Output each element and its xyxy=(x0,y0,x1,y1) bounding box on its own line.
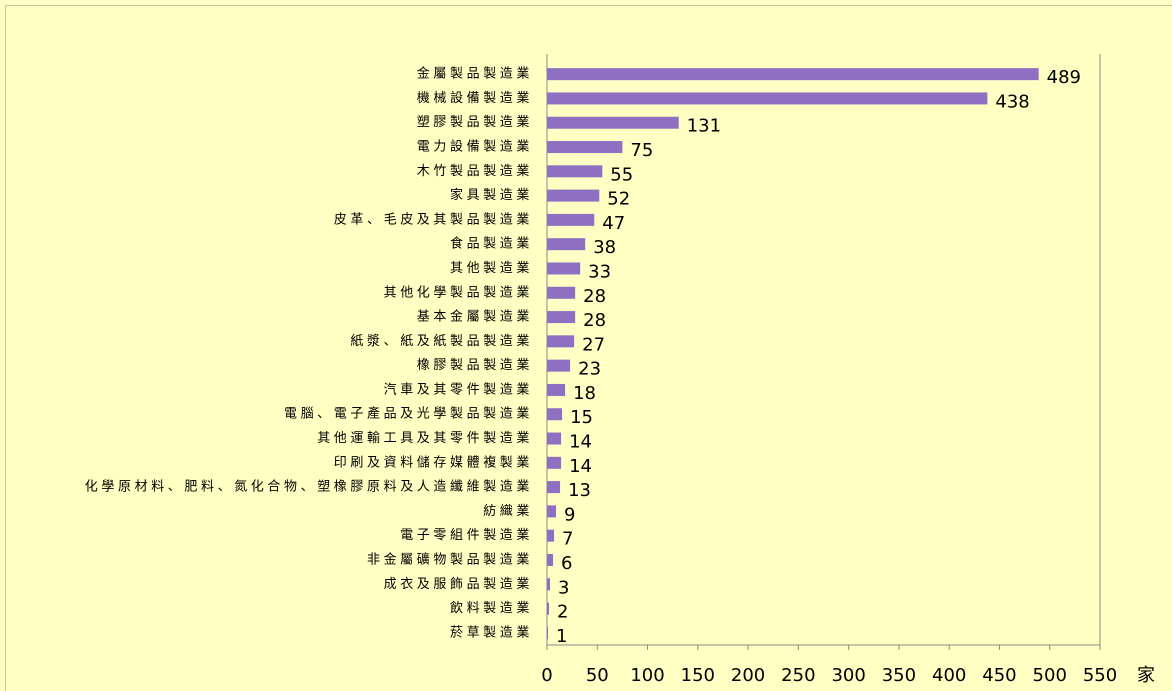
y-tick-label: 其他運輸工具及其零件製造業 xyxy=(317,430,533,446)
bar xyxy=(547,141,623,154)
data-label: 23 xyxy=(578,359,601,380)
data-label: 2 xyxy=(557,602,568,623)
x-tick-label: 500 xyxy=(1033,665,1067,686)
x-tick-label: 550 xyxy=(1083,665,1117,686)
y-tick-label: 塑膠製品製造業 xyxy=(417,114,533,130)
bar xyxy=(547,553,554,566)
data-label: 438 xyxy=(995,91,1029,112)
y-tick-label: 紡織業 xyxy=(483,503,533,519)
y-tick-label: 飲料製造業 xyxy=(450,600,533,616)
data-label: 47 xyxy=(602,213,625,234)
bar xyxy=(547,359,571,372)
y-tick-label: 印刷及資料儲存媒體複製業 xyxy=(334,454,533,470)
y-tick-label: 電力設備製造業 xyxy=(417,139,533,155)
data-label: 28 xyxy=(583,310,606,331)
x-tick-label: 400 xyxy=(932,665,966,686)
y-tick-label: 成衣及服飾品製造業 xyxy=(384,576,533,592)
data-label: 489 xyxy=(1047,67,1081,88)
data-label: 14 xyxy=(569,432,592,453)
y-tick-label: 紙漿、紙及紙製品製造業 xyxy=(350,333,533,349)
y-tick-label: 家具製造業 xyxy=(450,187,533,203)
data-label: 14 xyxy=(569,456,592,477)
data-label: 52 xyxy=(607,189,630,210)
x-tick-label: 200 xyxy=(731,665,765,686)
y-tick-label: 金屬製品製造業 xyxy=(417,66,533,82)
y-tick-label: 汽車及其零件製造業 xyxy=(384,381,533,397)
x-tick-label: 100 xyxy=(630,665,664,686)
bar xyxy=(547,68,1039,81)
y-tick-label: 非金屬礦物製品製造業 xyxy=(367,551,533,567)
y-tick-label: 化學原材料、肥料、氮化合物、塑橡膠原料及人造纖維製造業 xyxy=(85,479,533,495)
data-label: 75 xyxy=(630,140,653,161)
y-tick-label: 其他製造業 xyxy=(450,260,533,276)
y-tick-label: 皮革、毛皮及其製品製造業 xyxy=(334,211,533,227)
bar xyxy=(547,165,603,178)
data-label: 18 xyxy=(573,383,596,404)
data-label: 15 xyxy=(570,407,593,428)
y-tick-label: 電腦、電子產品及光學製品製造業 xyxy=(284,406,533,422)
bar xyxy=(547,238,586,251)
y-tick-label: 機械設備製造業 xyxy=(417,90,533,106)
bar xyxy=(547,262,581,275)
data-label: 1 xyxy=(556,626,567,647)
bar xyxy=(547,335,575,348)
data-label: 55 xyxy=(610,164,633,185)
bar xyxy=(547,311,576,324)
data-label: 131 xyxy=(687,116,721,137)
data-label: 6 xyxy=(561,553,572,574)
y-tick-label: 電子零組件製造業 xyxy=(400,527,533,543)
x-tick-label: 300 xyxy=(831,665,865,686)
bar xyxy=(547,481,561,494)
bar xyxy=(547,408,563,421)
frame xyxy=(5,5,1172,691)
bar xyxy=(547,505,557,518)
data-label: 27 xyxy=(582,334,605,355)
bar xyxy=(547,286,576,299)
data-label: 38 xyxy=(593,237,616,258)
y-tick-label: 食品製造業 xyxy=(450,236,533,252)
x-tick-label: 450 xyxy=(982,665,1016,686)
x-tick-label: 0 xyxy=(541,665,552,686)
y-tick-label: 基本金屬製造業 xyxy=(417,309,533,325)
data-label: 33 xyxy=(588,261,611,282)
bar xyxy=(547,456,562,469)
bar xyxy=(547,602,550,615)
bar xyxy=(547,92,988,105)
y-tick-label: 其他化學製品製造業 xyxy=(384,284,533,300)
bar xyxy=(547,383,566,396)
bar xyxy=(547,432,562,445)
y-tick-label: 菸草製造業 xyxy=(450,624,533,640)
data-label: 3 xyxy=(558,577,569,598)
y-tick-label: 橡膠製品製造業 xyxy=(417,357,533,373)
x-tick-label: 50 xyxy=(586,665,609,686)
data-label: 13 xyxy=(568,480,591,501)
data-label: 28 xyxy=(583,286,606,307)
x-tick-label: 350 xyxy=(882,665,916,686)
bar xyxy=(547,116,679,129)
bar xyxy=(547,529,555,542)
data-label: 9 xyxy=(564,504,575,525)
bar xyxy=(547,578,551,591)
x-tick-label: 250 xyxy=(781,665,815,686)
bar xyxy=(547,189,600,202)
x-tick-label: 150 xyxy=(681,665,715,686)
x-axis-unit: 家 xyxy=(1137,665,1155,686)
y-tick-label: 木竹製品製造業 xyxy=(417,163,533,179)
bar xyxy=(547,626,549,639)
data-label: 7 xyxy=(562,529,573,550)
bar xyxy=(547,213,595,226)
